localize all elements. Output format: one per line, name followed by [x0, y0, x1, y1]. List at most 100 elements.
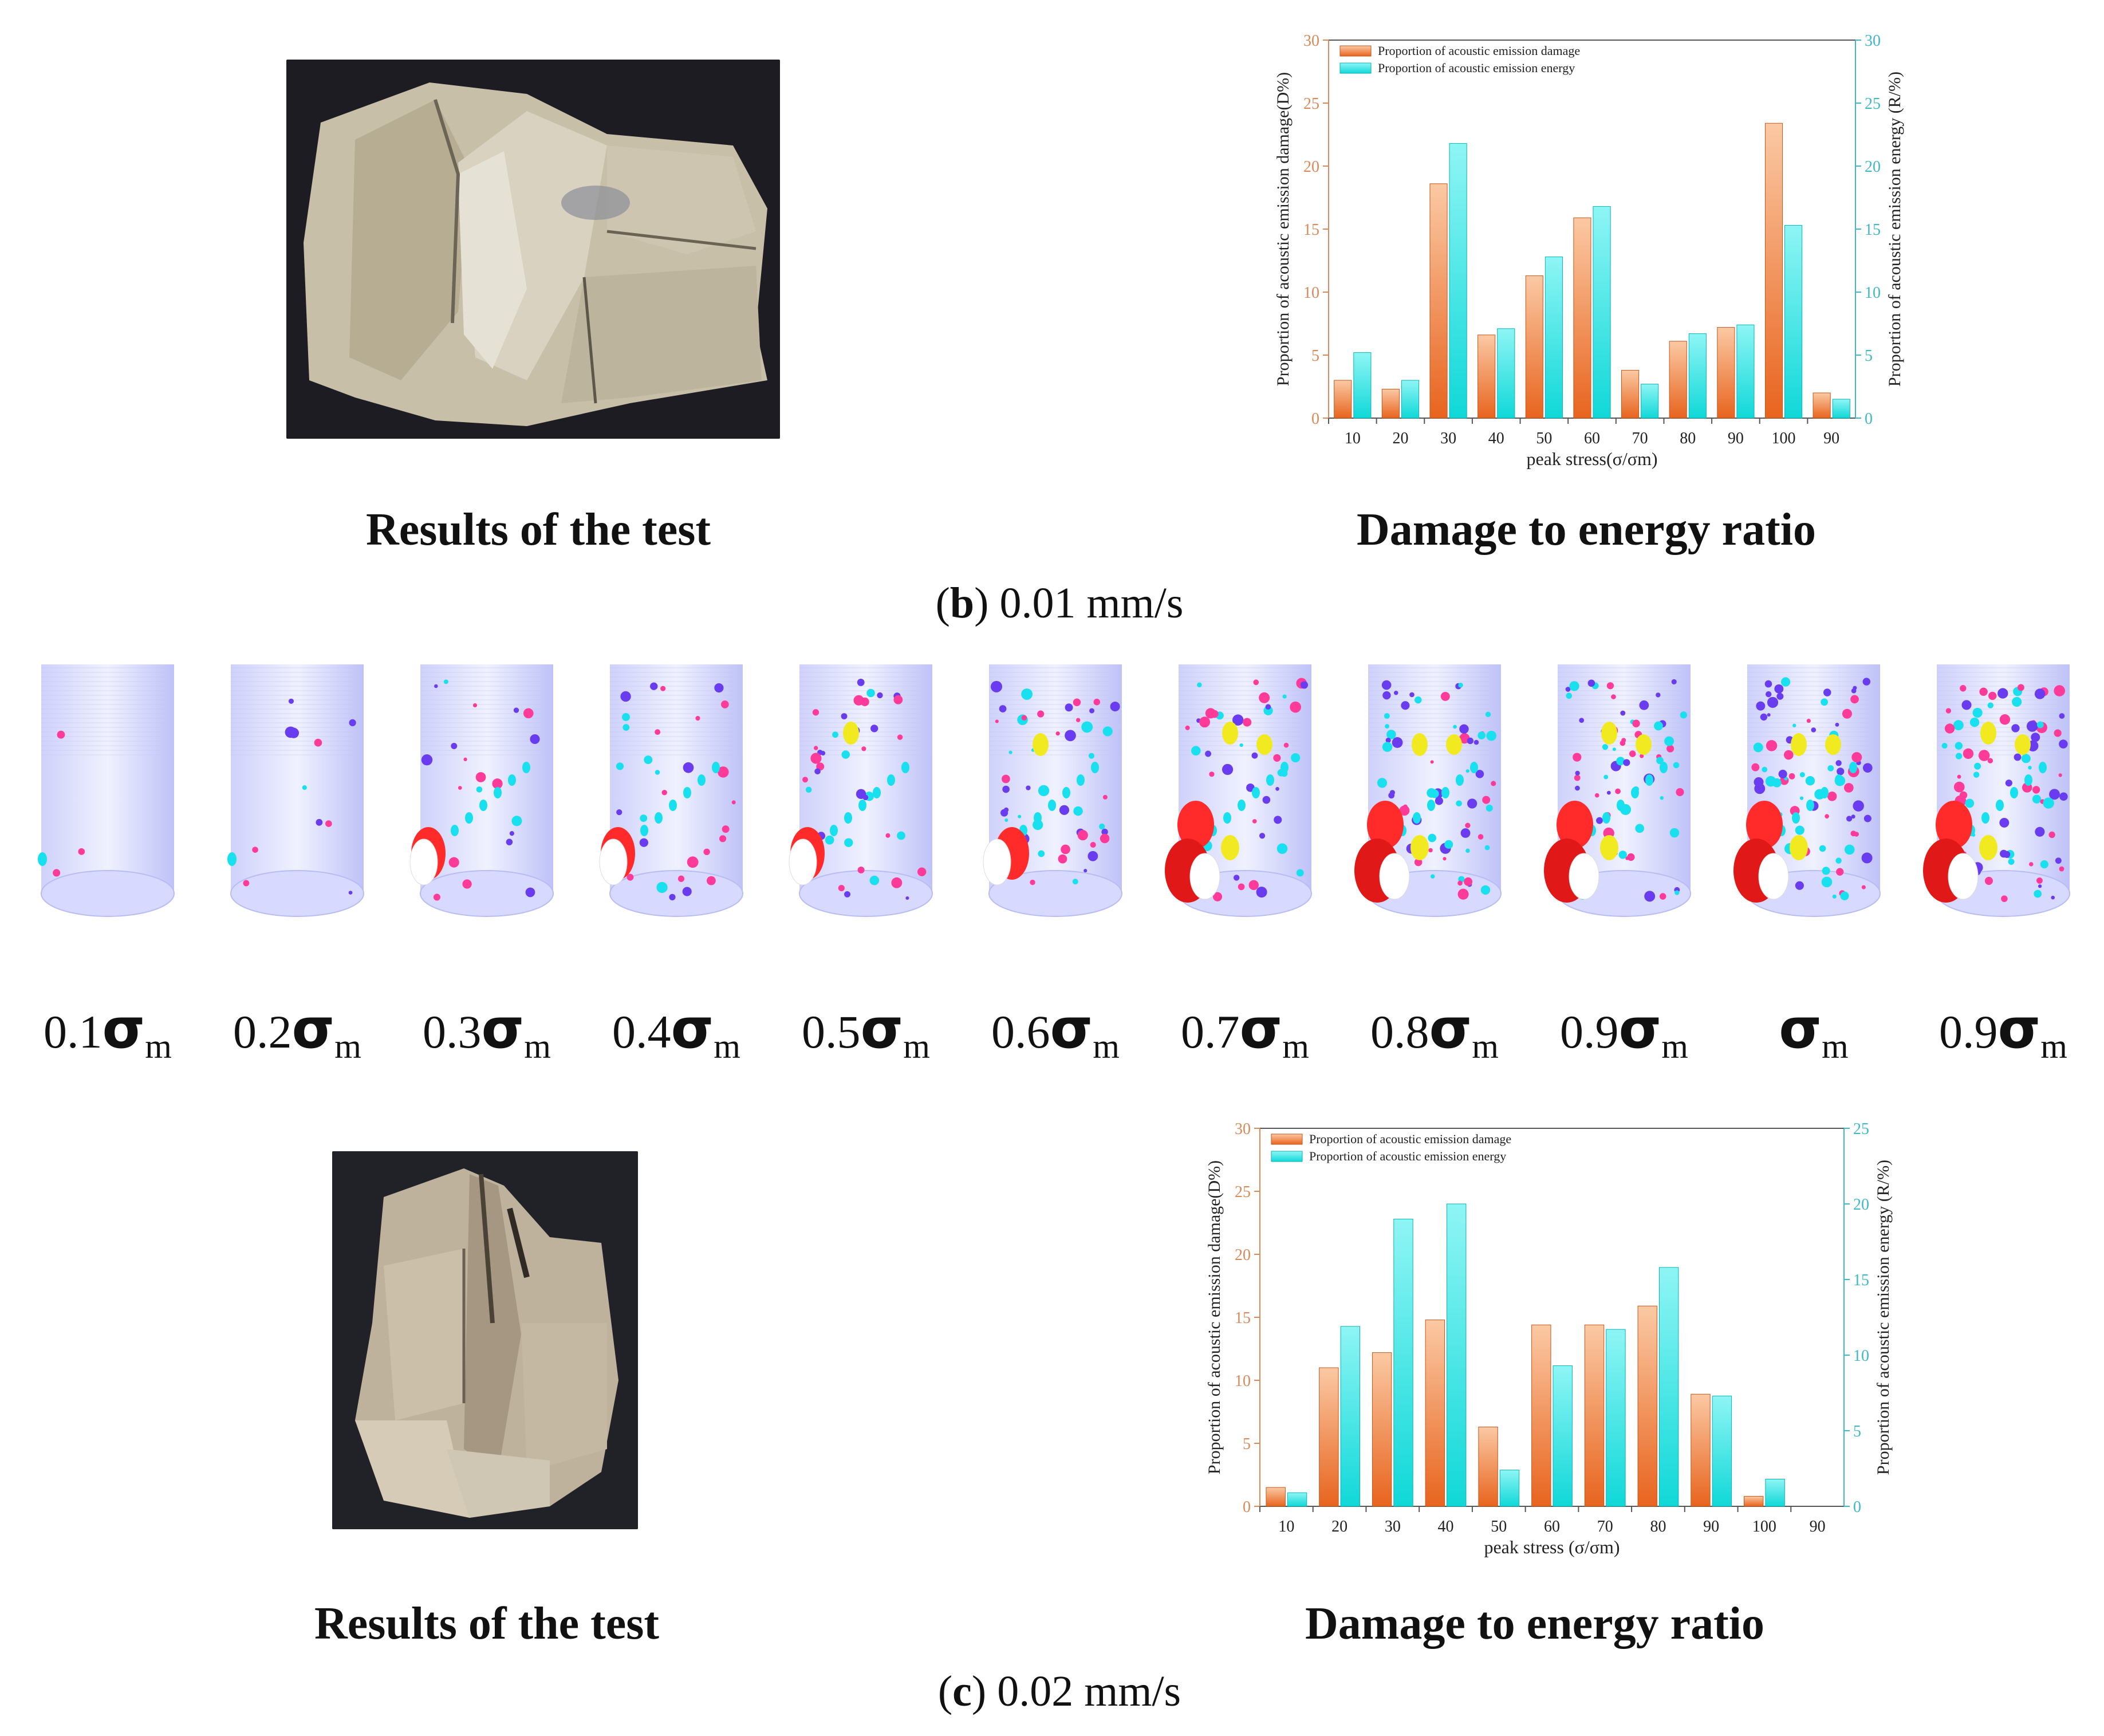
ae-event: [1430, 760, 1434, 764]
chart-b-energy-bar: [1641, 384, 1659, 419]
ae-event: [1823, 688, 1831, 696]
ae-event: [1765, 691, 1772, 698]
ae-event-white: [789, 839, 817, 885]
cylinder-4: [599, 664, 743, 917]
rock-sample-image-c: [332, 1151, 638, 1529]
stress-label-sigma: σ: [1429, 997, 1472, 1061]
ae-event: [1635, 824, 1645, 833]
stress-label-sigma: σ: [860, 997, 904, 1061]
chart-c-ytick-label: 15: [1235, 1309, 1251, 1327]
ae-event: [1276, 843, 1288, 854]
stress-label-subscript: m: [145, 1028, 172, 1065]
ae-event: [1969, 717, 1980, 727]
stress-label-prefix: 0.2: [233, 1006, 292, 1058]
stress-label: 0.4σm: [587, 997, 766, 1066]
ae-event: [1459, 724, 1469, 734]
chart-c-legend-energy-label: Proportion of acoustic emission energy: [1309, 1149, 1506, 1163]
chart-c-energy-bar: [1499, 1470, 1520, 1507]
ae-event-cyan: [669, 800, 677, 811]
ae-event: [627, 873, 634, 881]
ae-event: [616, 762, 624, 770]
ae-event: [1239, 743, 1243, 747]
ae-event: [1625, 856, 1629, 860]
ae-event: [905, 896, 909, 900]
chart-c-ytick-label: 5: [1243, 1435, 1251, 1453]
ae-event: [1101, 828, 1108, 836]
ae-event: [655, 770, 660, 775]
chart-b-xtick-label: 90: [1823, 430, 1839, 447]
ae-event: [1484, 845, 1490, 851]
ae-event: [1575, 785, 1580, 791]
ae-event: [1999, 714, 2011, 725]
ae-event: [620, 691, 631, 702]
ae-event: [1620, 740, 1626, 746]
ae-event: [1444, 840, 1453, 849]
ae-event: [1676, 788, 1684, 797]
chart-c-energy-bar: [1393, 1218, 1413, 1507]
ae-event: [421, 754, 433, 766]
chart-b-y2tick-label: 20: [1865, 158, 1881, 176]
chart-b-damage-bar: [1764, 123, 1783, 419]
cylinder-11: [1923, 664, 2070, 917]
chart-b-xtick-label: 100: [1772, 430, 1796, 447]
chart-c-y2tick-label: 0: [1853, 1498, 1861, 1516]
ae-event: [1081, 721, 1093, 733]
chart-c-damage-bar: [1584, 1324, 1605, 1507]
ae-event: [1565, 687, 1571, 692]
ae-event: [1972, 707, 1983, 718]
ae-event: [1627, 853, 1635, 861]
ae-event: [1089, 708, 1095, 714]
ae-event: [1443, 857, 1447, 861]
ae-event: [1197, 682, 1202, 688]
ae-event: [1018, 814, 1022, 818]
ae-event: [1435, 797, 1443, 805]
chart-c-xtick-label: 10: [1278, 1518, 1294, 1536]
chart-c-damage-bar: [1425, 1319, 1445, 1507]
ae-event: [1464, 877, 1473, 886]
ae-event: [1669, 828, 1680, 838]
ae-event: [1783, 750, 1794, 760]
ae-event-cyan: [479, 800, 487, 811]
ae-event: [1102, 794, 1108, 800]
ae-event: [2038, 884, 2042, 888]
ae-event: [53, 869, 61, 877]
ae-event-white: [1189, 853, 1220, 900]
ae-event: [1997, 688, 2008, 699]
ae-event-cyan: [1981, 812, 1989, 824]
ae-event: [1805, 776, 1815, 786]
ae-event: [622, 713, 631, 721]
ae-event: [1212, 892, 1223, 902]
ae-event: [2034, 688, 2046, 699]
ae-event: [677, 875, 685, 882]
ae-event: [513, 707, 519, 713]
ae-event: [2034, 889, 2042, 898]
ae-event: [2028, 766, 2032, 770]
ae-event: [1973, 771, 1980, 778]
ae-event-yellow: [843, 722, 859, 745]
ae-event: [1762, 766, 1768, 773]
ae-event: [838, 884, 845, 892]
ae-event: [2003, 851, 2011, 858]
chart-caption-b: Damage to energy ratio: [1357, 505, 1816, 555]
ae-event: [1760, 713, 1768, 721]
chart-c-damage-bar: [1319, 1367, 1339, 1507]
ae-event: [1660, 796, 1664, 800]
ae-event-yellow: [1410, 835, 1429, 860]
ae-event: [1656, 692, 1661, 698]
ae-event: [1388, 792, 1395, 799]
ae-event-cyan: [1266, 774, 1274, 786]
ae-event: [509, 831, 514, 836]
ae-event: [1001, 774, 1010, 784]
ae-event: [506, 839, 513, 845]
stress-label-prefix: 0.9: [1939, 1006, 1998, 1058]
chart-b-xtick-label: 70: [1632, 430, 1648, 447]
ae-event: [1615, 788, 1621, 794]
ae-event: [1776, 692, 1784, 700]
ae-event-cyan: [1048, 800, 1056, 811]
ae-event: [1835, 760, 1842, 766]
chart-b-legend-damage-label: Proportion of acoustic emission damage: [1378, 44, 1580, 58]
ae-event: [1656, 757, 1664, 765]
ae-event-cyan: [1660, 762, 1668, 773]
ae-event-cyan: [494, 787, 502, 798]
ae-event: [870, 725, 878, 733]
